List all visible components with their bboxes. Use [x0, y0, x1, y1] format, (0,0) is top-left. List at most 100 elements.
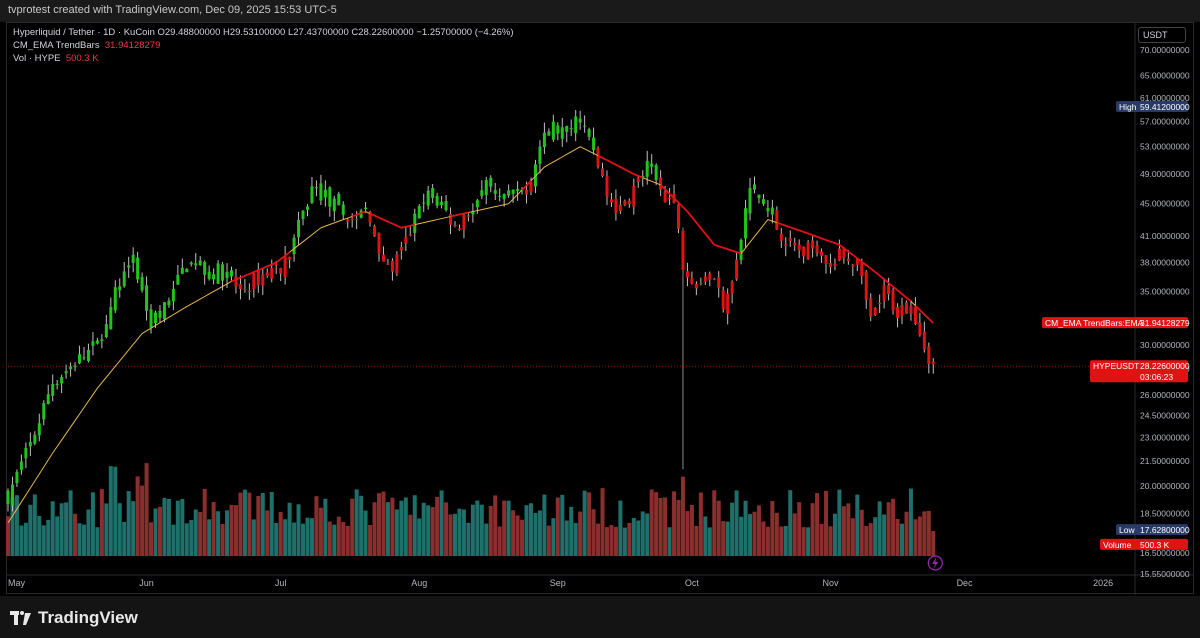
price-tag-bg — [1100, 538, 1188, 550]
candle-body — [55, 383, 59, 386]
volume-bar — [10, 497, 15, 556]
x-tick-label: Dec — [957, 578, 974, 588]
candle-body — [265, 272, 269, 276]
volume-bar — [122, 521, 127, 556]
volume-bar — [819, 524, 824, 556]
candle-body — [802, 246, 806, 257]
volume-bar — [689, 504, 694, 556]
candle-body — [636, 178, 640, 183]
currency-selector[interactable]: USDT — [1138, 27, 1186, 43]
candle-body — [319, 183, 323, 201]
volume-bar — [855, 494, 860, 556]
y-tick-label: 41.00000000 — [1140, 231, 1190, 241]
brand-name: TradingView — [38, 608, 138, 627]
price-tag-bg — [1090, 360, 1188, 383]
candle-body — [748, 187, 752, 214]
volume-bar — [301, 523, 306, 556]
volume-bar — [457, 508, 462, 556]
candle-body — [542, 132, 546, 148]
candle-body — [149, 309, 153, 328]
candle-body — [627, 200, 631, 205]
volume-bar — [604, 527, 609, 556]
ema-line — [740, 218, 778, 254]
candle-body — [140, 276, 144, 291]
legend-symbol-line: Hyperliquid / Tether · 1D · KuCoin O29.4… — [13, 27, 514, 38]
volume-bar — [774, 512, 779, 556]
candle-body — [301, 210, 305, 219]
volume-bar — [859, 509, 864, 556]
candle-body — [757, 194, 761, 199]
volume-bar — [761, 521, 766, 556]
price-tag-bg — [1042, 317, 1188, 329]
x-tick-label: Jun — [139, 578, 154, 588]
price-tag-label: High — [1119, 102, 1137, 112]
candle-body — [131, 254, 135, 263]
x-tick-label: Sep — [550, 578, 566, 588]
candle-body — [180, 267, 184, 274]
x-tick-label: May — [8, 578, 26, 588]
volume-bar — [207, 519, 212, 556]
volume-bar — [421, 502, 426, 556]
candle-body — [381, 254, 385, 262]
volume-bar — [99, 489, 104, 556]
volume-bar — [19, 525, 24, 556]
volume-bar — [166, 498, 171, 556]
candle-body — [462, 214, 466, 230]
volume-bar — [913, 519, 918, 556]
volume-bar — [676, 499, 681, 556]
candle-body — [466, 215, 470, 217]
candle-body — [605, 175, 609, 197]
candle-body — [413, 213, 417, 234]
volume-bar — [95, 527, 100, 556]
candle-body — [109, 307, 113, 330]
volume-bar — [238, 492, 243, 556]
candle-body — [167, 300, 171, 306]
candle-body — [122, 271, 126, 287]
volume-bar — [895, 519, 900, 556]
volume-bar — [86, 509, 91, 556]
candle-body — [33, 434, 37, 444]
candle-body — [252, 273, 256, 290]
tradingview-logo[interactable]: TradingView — [10, 608, 138, 628]
volume-bar — [180, 498, 185, 556]
candle-body — [654, 165, 658, 181]
volume-bar — [278, 511, 283, 556]
candle-body — [529, 181, 533, 192]
candle-body — [878, 302, 882, 304]
candle-body — [913, 307, 917, 325]
y-tick-label: 49.00000000 — [1140, 169, 1190, 179]
candle-body — [82, 357, 86, 359]
x-tick-label: Oct — [685, 578, 700, 588]
candle-body — [480, 190, 484, 197]
candlestick-chart[interactable]: 70.00000000 65.00000000 61.00000000 57.0000… — [0, 0, 1200, 596]
candle-body — [775, 210, 779, 230]
volume-bar — [323, 498, 328, 556]
candle-body — [100, 339, 104, 342]
candle-body — [440, 201, 444, 206]
volume-bar — [171, 524, 176, 556]
volume-bar — [587, 492, 592, 556]
candle-body — [855, 258, 859, 265]
volume-bar — [488, 505, 493, 556]
volume-bar — [242, 489, 247, 556]
candle-body — [685, 271, 689, 278]
candle-body — [904, 302, 908, 314]
volume-bar — [609, 524, 614, 556]
volume-bar — [730, 502, 735, 556]
volume-bar — [28, 504, 33, 556]
candle-body — [489, 177, 493, 187]
volume-bar — [461, 509, 466, 556]
volume-bar — [694, 525, 699, 556]
candle-body — [614, 198, 618, 213]
volume-bar — [149, 522, 154, 556]
volume-bar — [743, 500, 748, 556]
y-tick-label: 26.00000000 — [1140, 390, 1190, 400]
candle-body — [793, 242, 797, 246]
candle-body — [730, 281, 734, 294]
y-tick-label: 61.00000000 — [1140, 93, 1190, 103]
candle-body — [399, 246, 403, 251]
candle-body — [305, 206, 309, 210]
lightning-marker-icon — [927, 555, 943, 571]
x-tick-label: Jul — [275, 578, 287, 588]
candle-body — [176, 274, 180, 285]
